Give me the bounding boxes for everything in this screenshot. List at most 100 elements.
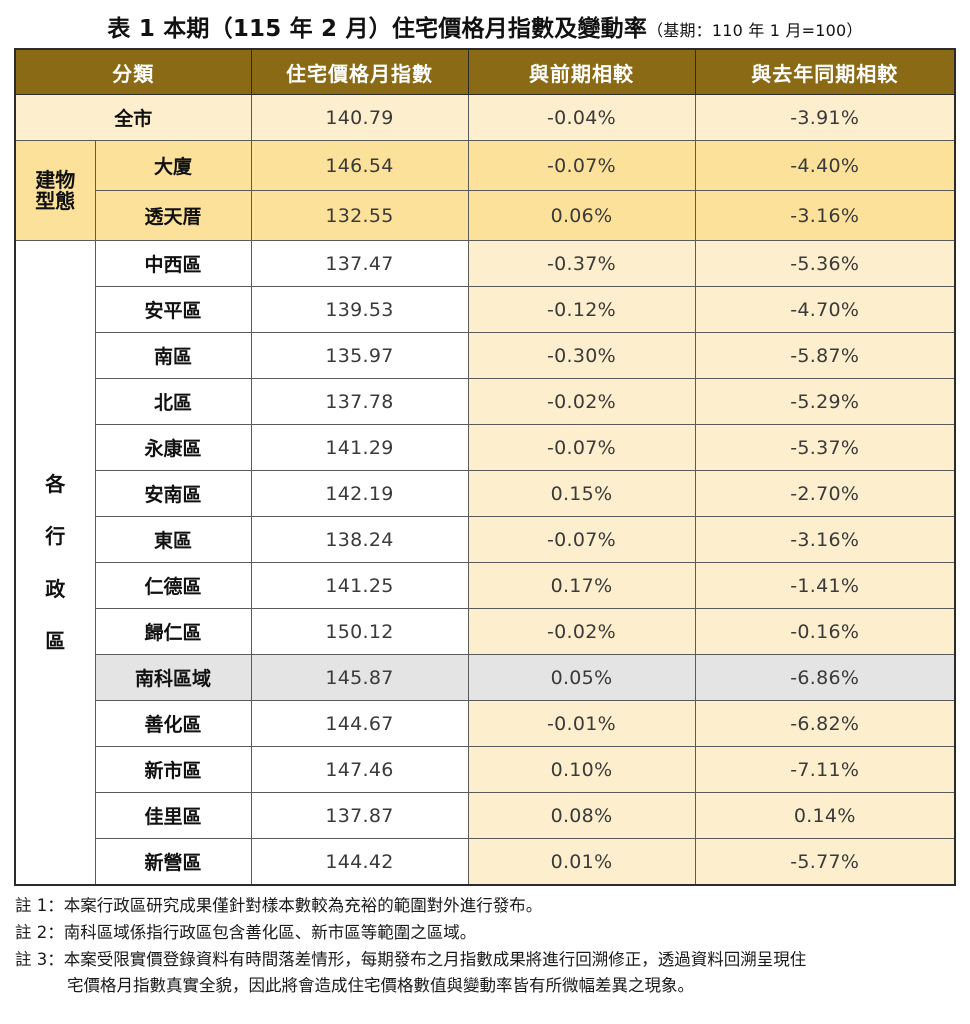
cell-index-district: 142.19: [250, 470, 469, 518]
table-row: 各 行 政 區 中西區 137.47 -0.37% -5.36%: [14, 240, 956, 886]
cell-mom-district: 0.10%: [467, 746, 696, 794]
table-row: 仁德區 141.25 0.17% -1.41%: [15, 562, 956, 610]
cell-yoy-district: 0.14%: [694, 792, 956, 840]
group-label-building-type: 建物 型態: [14, 140, 96, 242]
cell-mom-district: -0.12%: [467, 286, 696, 334]
row-label-townhouse: 透天厝: [94, 190, 252, 242]
cell-mom-district: -0.02%: [467, 608, 696, 656]
cell-index-district: 139.53: [250, 286, 469, 334]
footnote-3-line-1: 註 3：本案受限實價登錄資料有時間落差情形，每期發布之月指數成果將進行回溯修正，…: [15, 949, 807, 969]
table-row: 北區 137.78 -0.02% -5.29%: [15, 378, 956, 426]
table-row: 歸仁區 150.12 -0.02% -0.16%: [15, 608, 956, 656]
row-label-citywide: 全市: [14, 94, 252, 142]
cell-yoy-district: -6.82%: [694, 700, 956, 748]
cell-index-district: 141.29: [250, 424, 469, 472]
column-header-mom: 與前期相較: [467, 48, 696, 96]
row-label-district: 東區: [94, 516, 252, 564]
group-label-districts-line1: 各: [45, 472, 66, 497]
row-label-district: 新市區: [94, 746, 252, 794]
cell-index-district: 147.46: [250, 746, 469, 794]
cell-index-district: 141.25: [250, 562, 469, 610]
table-row: 南區 135.97 -0.30% -5.87%: [15, 332, 956, 380]
group-label-districts-line2: 行: [45, 524, 66, 549]
footnote-1: 註 1：本案行政區研究成果僅針對樣本數較為充裕的範圍對外進行發布。: [15, 896, 543, 916]
table-header-row: 分類 住宅價格月指數 與前期相較 與去年同期相較: [14, 48, 956, 96]
table-footnotes: 註 1：本案行政區研究成果僅針對樣本數較為充裕的範圍對外進行發布。 註 2：南科…: [15, 893, 955, 1000]
cell-mom-district: 0.08%: [467, 792, 696, 840]
row-label-district: 北區: [94, 378, 252, 426]
cell-index-district: 137.47: [250, 240, 469, 288]
row-label-district: 永康區: [94, 424, 252, 472]
title-main-text: 表 1 本期（115 年 2 月）住宅價格月指數及變動率: [107, 16, 648, 42]
cell-yoy-district: -1.41%: [694, 562, 956, 610]
cell-yoy-citywide: -3.91%: [694, 94, 956, 142]
footnote-2: 註 2：南科區域係指行政區包含善化區、新市區等範圍之區域。: [15, 923, 477, 943]
column-header-category: 分類: [14, 48, 252, 96]
table-row: 東區 138.24 -0.07% -3.16%: [15, 516, 956, 564]
table-row-building-townhouse: 透天厝 132.55 0.06% -3.16%: [15, 190, 956, 242]
title-sub-text: （基期：110 年 1 月=100）: [647, 21, 863, 40]
cell-yoy-apartment: -4.40%: [694, 140, 956, 192]
page-title: 表 1 本期（115 年 2 月）住宅價格月指數及變動率（基期：110 年 1 …: [0, 0, 970, 48]
cell-index-district: 137.78: [250, 378, 469, 426]
cell-mom-district: 0.15%: [467, 470, 696, 518]
row-label-district: 仁德區: [94, 562, 252, 610]
table-row: 新營區 144.42 0.01% -5.77%: [15, 838, 956, 886]
cell-index-district: 138.24: [250, 516, 469, 564]
table-row: 佳里區 137.87 0.08% 0.14%: [15, 792, 956, 840]
cell-mom-citywide: -0.04%: [467, 94, 696, 142]
cell-yoy-district: -5.87%: [694, 332, 956, 380]
cell-mom-apartment: -0.07%: [467, 140, 696, 192]
cell-index-district: 144.42: [250, 838, 469, 886]
table-row: 安南區 142.19 0.15% -2.70%: [15, 470, 956, 518]
row-label-district: 歸仁區: [94, 608, 252, 656]
footnote-3-line-2: 宅價格月指數真實全貌，因此將會造成住宅價格數值與變動率皆有所微幅差異之現象。: [67, 976, 694, 996]
table-row: 善化區 144.67 -0.01% -6.82%: [15, 700, 956, 748]
cell-mom-district: -0.07%: [467, 516, 696, 564]
row-label-district: 安平區: [94, 286, 252, 334]
cell-yoy-district: -4.70%: [694, 286, 956, 334]
group-label-building-type-line2: 型態: [35, 188, 76, 213]
row-label-district: 佳里區: [94, 792, 252, 840]
group-label-districts: 各 行 政 區: [14, 240, 96, 886]
cell-yoy-district: -7.11%: [694, 746, 956, 794]
row-label-district: 安南區: [94, 470, 252, 518]
cell-index-apartment: 146.54: [250, 140, 469, 192]
cell-yoy-district: -5.77%: [694, 838, 956, 886]
cell-yoy-townhouse: -3.16%: [694, 190, 956, 242]
cell-mom-district: -0.02%: [467, 378, 696, 426]
row-label-district: 南區: [94, 332, 252, 380]
cell-yoy-district: -5.37%: [694, 424, 956, 472]
cell-mom-district: 0.05%: [467, 654, 696, 702]
group-label-districts-line3: 政: [45, 576, 66, 601]
row-label-district: 新營區: [94, 838, 252, 886]
table-row: 永康區 141.29 -0.07% -5.37%: [15, 424, 956, 472]
cell-yoy-district: -3.16%: [694, 516, 956, 564]
cell-index-citywide: 140.79: [250, 94, 469, 142]
table-row-highlighted: 南科區域 145.87 0.05% -6.86%: [15, 654, 956, 702]
row-label-district: 善化區: [94, 700, 252, 748]
cell-mom-district: -0.01%: [467, 700, 696, 748]
cell-mom-district: -0.07%: [467, 424, 696, 472]
cell-mom-townhouse: 0.06%: [467, 190, 696, 242]
column-header-index: 住宅價格月指數: [250, 48, 469, 96]
cell-index-district: 135.97: [250, 332, 469, 380]
group-label-building-type-line1: 建物: [35, 168, 76, 193]
cell-yoy-district: -6.86%: [694, 654, 956, 702]
cell-index-district: 150.12: [250, 608, 469, 656]
cell-index-townhouse: 132.55: [250, 190, 469, 242]
cell-yoy-district: -5.29%: [694, 378, 956, 426]
cell-mom-district: 0.01%: [467, 838, 696, 886]
table-row: 新市區 147.46 0.10% -7.11%: [15, 746, 956, 794]
cell-yoy-district: -0.16%: [694, 608, 956, 656]
housing-price-index-table: 分類 住宅價格月指數 與前期相較 與去年同期相較 全市 140.79 -0.04…: [14, 48, 956, 887]
cell-index-district: 137.87: [250, 792, 469, 840]
column-header-yoy: 與去年同期相較: [694, 48, 956, 96]
cell-mom-district: -0.30%: [467, 332, 696, 380]
table-row-building-apartment: 建物 型態 大廈 146.54 -0.07% -4.40%: [14, 140, 956, 242]
cell-mom-district: -0.37%: [467, 240, 696, 288]
row-label-apartment: 大廈: [94, 140, 252, 192]
cell-yoy-district: -5.36%: [694, 240, 956, 288]
table-row-citywide: 全市 140.79 -0.04% -3.91%: [14, 94, 956, 142]
